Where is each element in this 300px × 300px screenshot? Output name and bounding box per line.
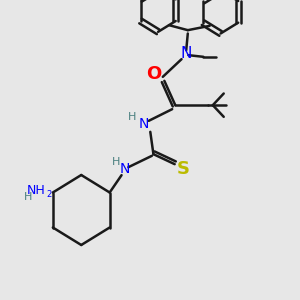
Text: N: N [120,162,130,176]
Text: N: N [139,116,149,130]
Text: H: H [24,193,33,202]
Text: NH: NH [26,184,45,197]
Text: O: O [146,64,162,82]
Text: S: S [177,160,190,178]
Text: H: H [128,112,137,122]
Text: 2: 2 [46,190,51,199]
Text: H: H [112,157,121,167]
Text: N: N [181,46,192,61]
